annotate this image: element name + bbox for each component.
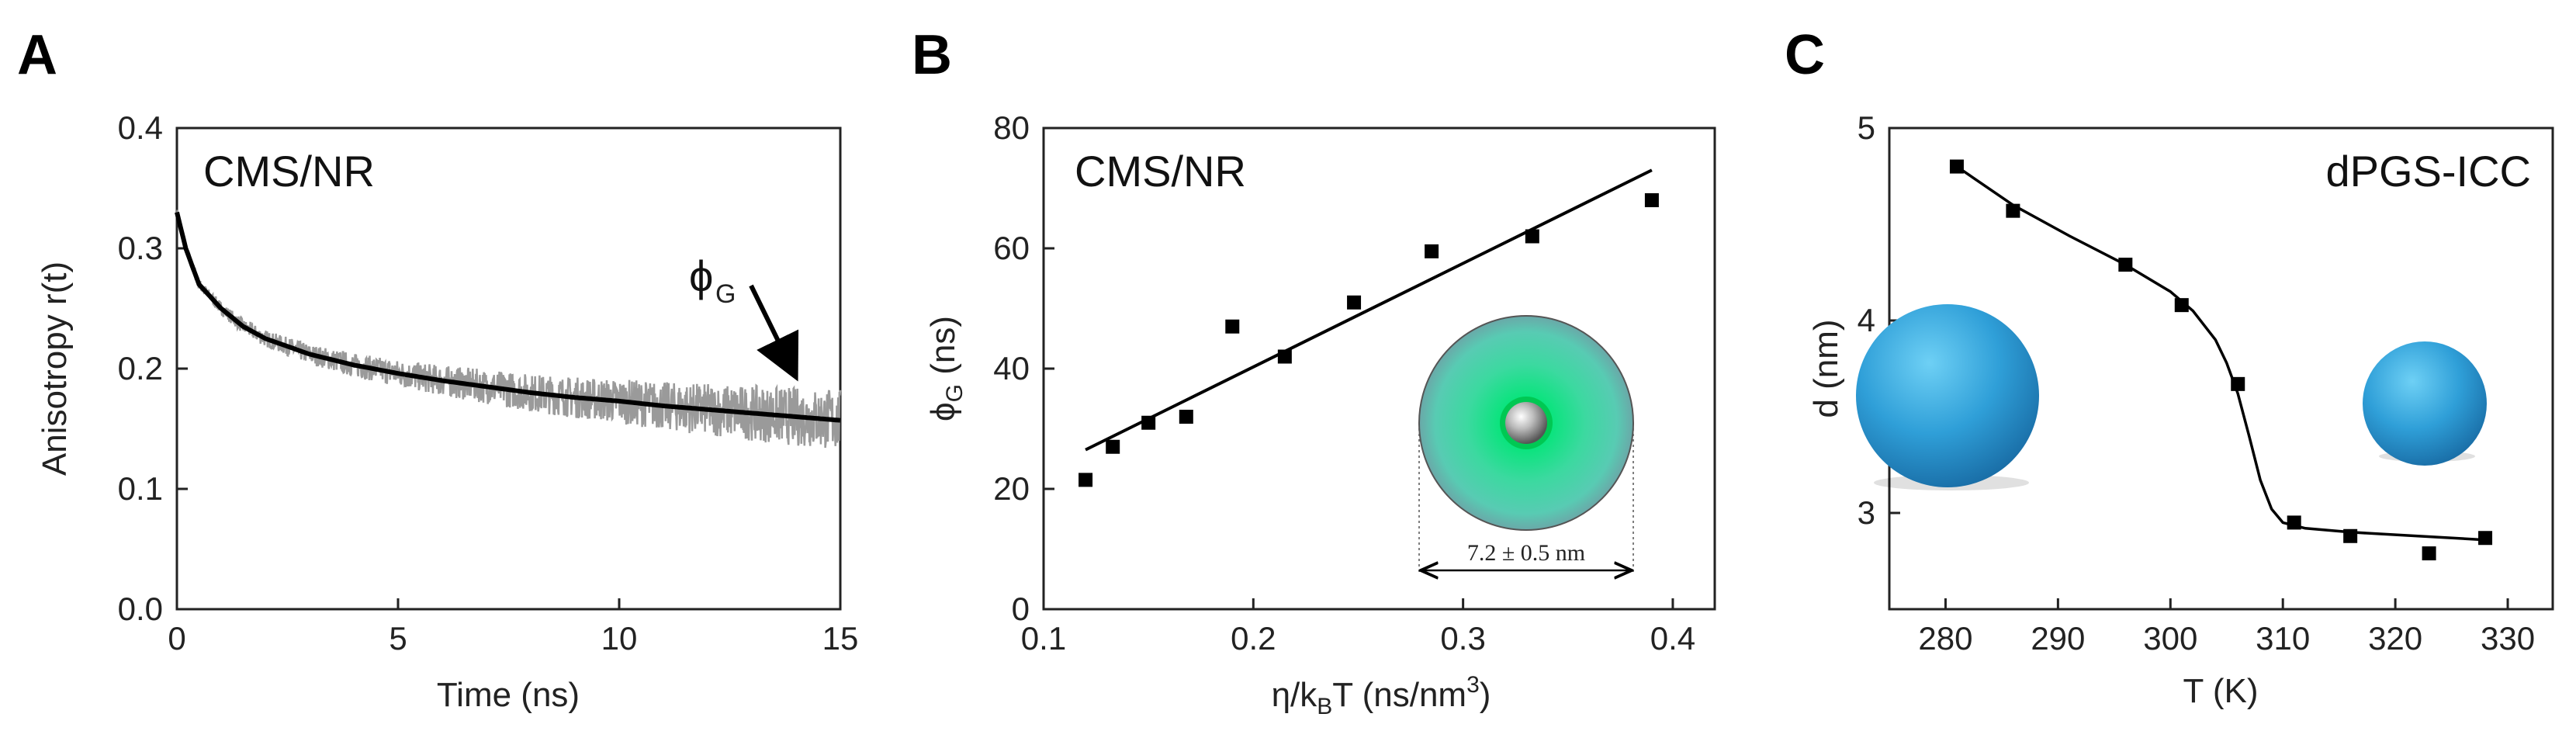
panel-b-ylabel-unit: (ns)	[924, 316, 962, 384]
panel-c-x-axis-label: T (K)	[2183, 672, 2259, 710]
data-point	[1141, 415, 1156, 430]
panel-c-x-tick-label: 330	[2481, 620, 2535, 657]
panel-a-y-tick-label: 0.1	[118, 470, 163, 507]
panel-c-scatter-chart: 280 290 300 310 320 330 3 4 5 dPGS-ICC T (K) d (…	[1807, 109, 2554, 710]
panel-a-x-tick-label: 5	[389, 620, 407, 657]
data-point	[2478, 531, 2493, 546]
panel-c-y-axis-label: d (nm)	[1807, 319, 1845, 418]
data-point	[1644, 193, 1659, 207]
panel-b-y-tick-label: 0	[1012, 591, 1030, 627]
data-point	[1949, 159, 1964, 174]
data-point	[1277, 349, 1292, 364]
panel-letter-a: A	[17, 24, 57, 86]
raw-anisotropy-line	[175, 210, 842, 449]
panel-b-x-tick-label: 0.4	[1650, 620, 1695, 657]
panel-letter-b: B	[912, 24, 952, 86]
panel-a-y-tick-label: 0.0	[118, 591, 163, 627]
panel-a-x-tick-label: 15	[822, 620, 859, 657]
linear-fit-line	[1085, 168, 1653, 452]
panel-letter-c: C	[1785, 24, 1825, 86]
dimension-label: 7.2 ± 0.5 nm	[1467, 540, 1585, 566]
panel-b-xlabel-sub: B	[1317, 694, 1332, 719]
phi-g-annotation: ϕ G	[689, 251, 799, 382]
data-point	[1179, 410, 1193, 424]
data-point	[2422, 546, 2436, 561]
panel-b-ylabel-sub: G	[942, 384, 968, 402]
fit-anisotropy-line	[175, 211, 841, 423]
panel-c-data-points	[1949, 159, 2493, 561]
panel-c-x-tick-label: 310	[2256, 620, 2310, 657]
data-point	[2118, 258, 2133, 272]
panel-c-y-tick-label: 3	[1858, 494, 1875, 531]
panel-b-y-axis-label: ϕG (ns)	[924, 316, 968, 421]
data-point	[1525, 229, 1539, 244]
panel-b-x-axis-label: η/kBT (ns/nm3)	[1272, 672, 1491, 719]
panel-c-fit-curve	[1955, 165, 2486, 542]
data-point	[2006, 203, 2020, 218]
small-particle-sphere	[2363, 341, 2487, 466]
panel-c-x-tick-label: 300	[2143, 620, 2197, 657]
panel-b-xlabel-part1: η/k	[1272, 676, 1318, 714]
panel-b-y-tick-label: 80	[993, 109, 1030, 146]
data-point	[1225, 319, 1240, 334]
panel-a-plot-frame	[175, 126, 842, 611]
panel-a-x-tick-label: 0	[168, 620, 185, 657]
panel-c-y-tick-label: 5	[1858, 109, 1875, 146]
data-point	[1079, 473, 1093, 487]
panel-b-xlabel-part3: )	[1480, 676, 1491, 714]
phi-g-arrow	[749, 284, 799, 382]
panel-a-y-tick-label: 0.2	[118, 350, 163, 386]
panel-b-scatter-chart: 0.1 0.2 0.3 0.4 0 20 40 60 80 CMS/NR 7.2 ± 0.5 n…	[924, 109, 1716, 719]
particle-core	[1505, 402, 1547, 444]
panel-b-x-tick-label: 0.3	[1440, 620, 1485, 657]
phi-g-subscript: G	[715, 279, 736, 309]
panel-b-y-tick-label: 40	[993, 350, 1030, 386]
panel-c-y-tick-label: 4	[1858, 302, 1875, 338]
panel-a-x-axis-label: Time (ns)	[437, 676, 580, 714]
panel-b-x-tick-label: 0.2	[1231, 620, 1276, 657]
panel-a-y-tick-label: 0.4	[118, 109, 163, 146]
data-point	[2343, 528, 2358, 543]
panel-a-sample-label: CMS/NR	[203, 147, 375, 196]
large-particle-sphere	[1856, 304, 2039, 487]
panel-b-fit-line	[1085, 168, 1653, 452]
panel-b-x-tick-label: 0.1	[1021, 620, 1066, 657]
panel-c-sample-label: dPGS-ICC	[2326, 147, 2532, 196]
panel-a-y-axis-label: Anisotropy r(t)	[36, 262, 74, 476]
panel-a-raw-trace	[175, 210, 842, 449]
panel-c-x-tick-label: 280	[1918, 620, 1972, 657]
panel-b-data-points	[1079, 193, 1659, 487]
data-point	[2231, 376, 2245, 391]
panel-b-xlabel-sup: 3	[1466, 672, 1480, 698]
data-point	[2287, 515, 2301, 530]
panel-b-sample-label: CMS/NR	[1075, 147, 1246, 196]
data-point	[2174, 298, 2189, 313]
data-point	[1106, 439, 1120, 454]
phi-g-symbol: ϕ	[689, 251, 713, 300]
panel-a-x-tick-label: 10	[601, 620, 638, 657]
panel-a-fit-curve	[175, 211, 841, 423]
panel-b-y-tick-label: 20	[993, 470, 1030, 507]
panel-b-y-tick-label: 60	[993, 230, 1030, 266]
sigmoid-fit-curve	[1955, 165, 2486, 542]
panel-a-anisotropy-chart: 0 5 10 15 0.0 0.1 0.2 0.3 0.4 CMS/NR ϕ G Time (n…	[36, 109, 858, 714]
data-point	[1347, 295, 1362, 310]
panel-b-xlabel-part2: T (ns/nm	[1332, 676, 1466, 714]
panel-a-y-tick-label: 0.3	[118, 230, 163, 266]
panel-c-x-tick-label: 320	[2368, 620, 2422, 657]
data-point	[1425, 244, 1439, 258]
panel-c-x-tick-label: 290	[2031, 620, 2085, 657]
particle-schematic: 7.2 ± 0.5 nm	[1418, 315, 1634, 574]
panel-b-ylabel-phi: ϕ	[924, 402, 962, 421]
